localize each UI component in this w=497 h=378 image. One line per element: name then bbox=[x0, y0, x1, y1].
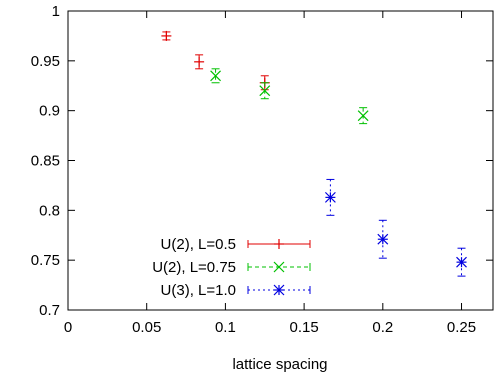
point-marker bbox=[324, 191, 336, 203]
x-tick-label: 0.1 bbox=[215, 319, 236, 336]
legend-label: U(2), L=0.5 bbox=[161, 236, 236, 253]
marker-stroke bbox=[377, 233, 389, 245]
y-tick-label: 0.9 bbox=[39, 103, 60, 120]
x-tick-label: 0.25 bbox=[447, 319, 476, 336]
point-marker bbox=[357, 110, 369, 122]
x-tick-label: 0 bbox=[64, 319, 72, 336]
marker-stroke bbox=[259, 85, 271, 97]
legend-label: U(3), L=1.0 bbox=[161, 282, 236, 299]
point-marker bbox=[377, 233, 389, 245]
point-marker bbox=[194, 56, 205, 67]
point-marker bbox=[161, 30, 172, 41]
legend-entry-2: U(2), L=0.75 bbox=[152, 259, 311, 276]
point-marker bbox=[456, 256, 467, 268]
x-tick-label: 0.05 bbox=[132, 319, 161, 336]
series-2 bbox=[210, 68, 369, 125]
point-marker bbox=[273, 261, 285, 273]
x-axis-label: lattice spacing bbox=[232, 356, 327, 373]
x-tick-label: 0.2 bbox=[372, 319, 393, 336]
data-point bbox=[357, 107, 369, 125]
marker-stroke bbox=[456, 256, 467, 268]
point-marker bbox=[210, 70, 221, 82]
legend: U(2), L=0.5 U(2), L=0.75 U(3), L=1.0 bbox=[152, 236, 311, 299]
data-point bbox=[161, 30, 172, 41]
marker-stroke bbox=[273, 261, 285, 273]
marker-stroke bbox=[324, 191, 336, 203]
data-point bbox=[210, 68, 221, 84]
x-tick-label: 0.15 bbox=[290, 319, 319, 336]
data-point bbox=[324, 178, 336, 216]
marker-stroke bbox=[357, 110, 369, 122]
data-point bbox=[259, 82, 271, 100]
marker-stroke bbox=[273, 284, 285, 296]
marker-stroke bbox=[210, 70, 221, 82]
data-series bbox=[161, 30, 467, 277]
legend-entry-3: U(3), L=1.0 bbox=[161, 282, 311, 299]
data-point bbox=[456, 247, 467, 277]
series-1 bbox=[161, 30, 270, 91]
point-marker bbox=[259, 85, 271, 97]
data-point bbox=[194, 54, 205, 70]
y-tick-label: 0.75 bbox=[31, 252, 60, 269]
axis-tick-labels: 0 0.05 0.1 0.15 0.2 0.25 0.7 0.75 0.8 0.85 0.9 0.95… bbox=[31, 3, 476, 336]
legend-label: U(2), L=0.75 bbox=[152, 259, 236, 276]
point-marker bbox=[273, 284, 285, 296]
point-marker bbox=[274, 239, 284, 249]
y-tick-label: 0.85 bbox=[31, 153, 60, 170]
series-3 bbox=[324, 178, 467, 277]
axis-ticks bbox=[67, 10, 493, 311]
y-tick-label: 0.7 bbox=[39, 302, 60, 319]
y-tick-label: 1 bbox=[52, 3, 60, 20]
data-point bbox=[377, 219, 389, 259]
y-tick-label: 0.8 bbox=[39, 202, 60, 219]
legend-entry-1: U(2), L=0.5 bbox=[161, 236, 311, 253]
y-tick-label: 0.95 bbox=[31, 53, 60, 70]
